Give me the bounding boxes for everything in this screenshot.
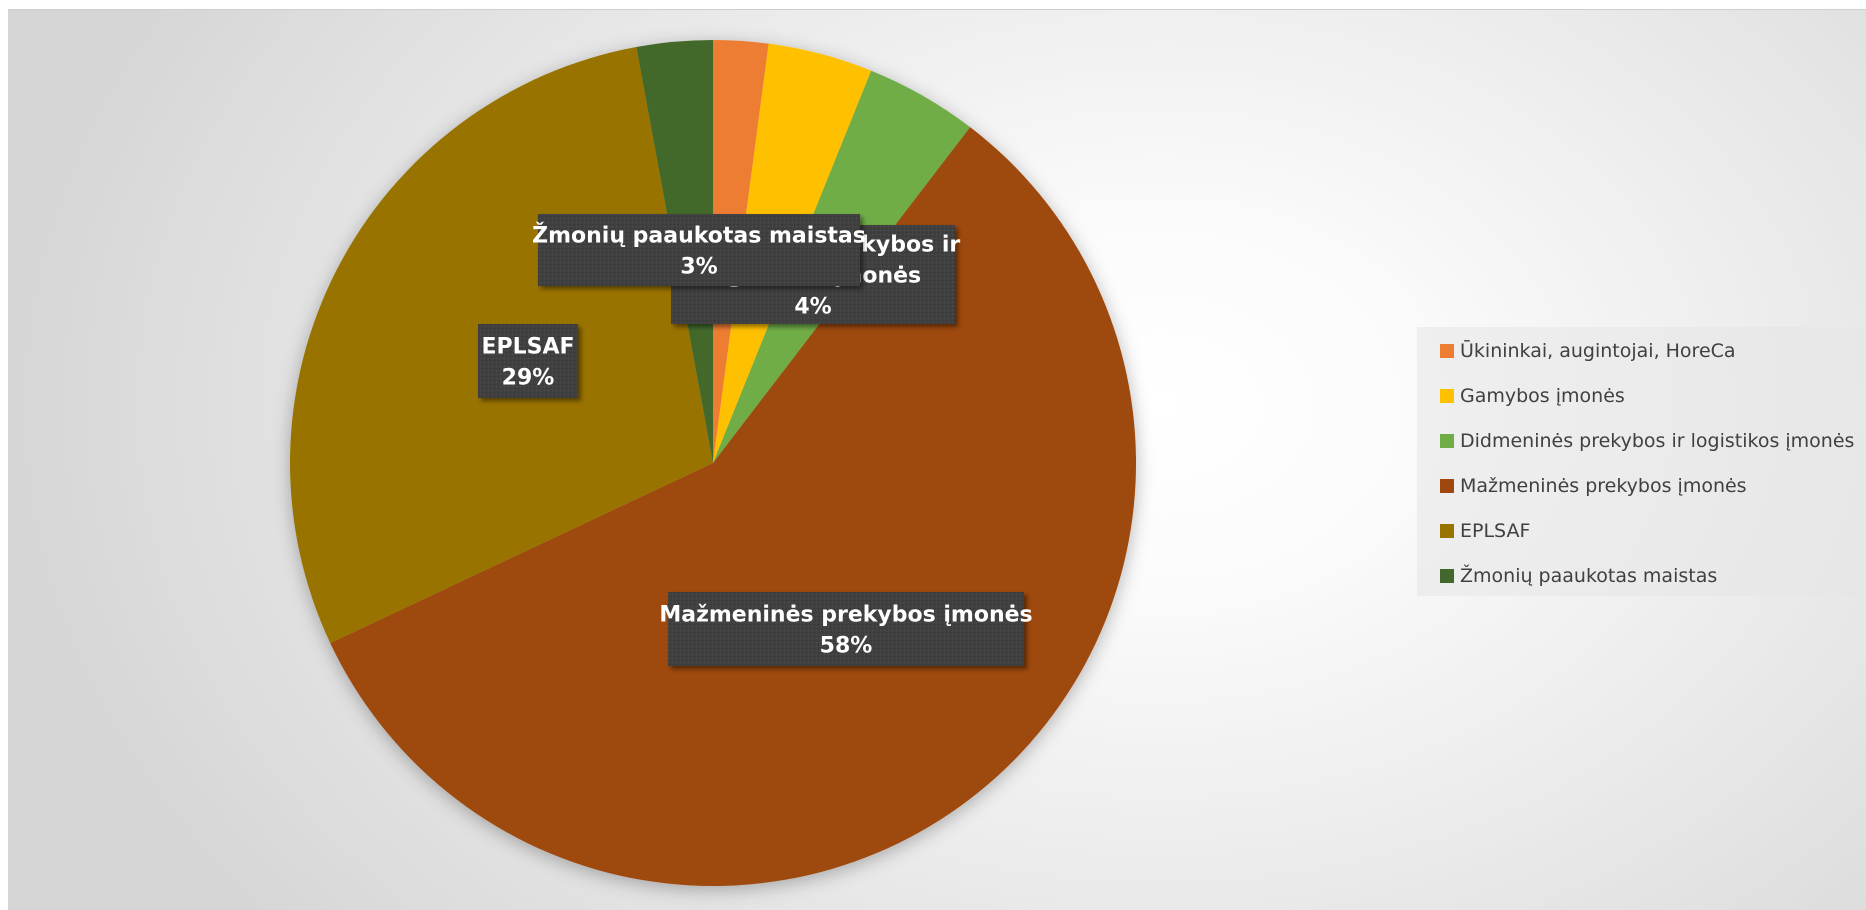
legend-swatch: [1440, 389, 1454, 403]
legend-label: Gamybos įmonės: [1460, 385, 1625, 407]
legend-swatch: [1440, 569, 1454, 583]
legend-label: Didmeninės prekybos ir logistikos įmonės: [1460, 430, 1855, 452]
data-label-percent: 58%: [820, 634, 873, 659]
legend-item-eplsaf: EPLSAF: [1440, 515, 1530, 547]
data-label-eplsaf: EPLSAF 29%: [478, 324, 578, 398]
legend-label: Mažmeninės prekybos įmonės: [1460, 475, 1747, 497]
data-label-name: Mažmeninės prekybos įmonės: [659, 603, 1032, 628]
legend-label: Ūkininkai, augintojai, HoreCa: [1460, 340, 1736, 362]
legend-swatch: [1440, 434, 1454, 448]
legend-label: Žmonių paaukotas maistas: [1460, 565, 1718, 587]
legend-item-ukininkai-augintojai-horeca: Ūkininkai, augintojai, HoreCa: [1440, 335, 1736, 367]
data-label-name: EPLSAF: [481, 335, 574, 360]
legend: Ūkininkai, augintojai, HoreCa Gamybos įmo…: [1417, 327, 1866, 596]
legend-swatch: [1440, 344, 1454, 358]
data-label-mazmenines-prekybos-imones: Mažmeninės prekybos įmonės 58%: [659, 592, 1033, 666]
data-label-box: [668, 592, 1024, 666]
legend-swatch: [1440, 524, 1454, 538]
data-label-box: [538, 214, 860, 286]
data-label-percent: 3%: [680, 255, 717, 280]
legend-item-zmoniu-paaukotas-maistas: Žmonių paaukotas maistas: [1440, 560, 1717, 592]
legend-item-gamybos-imones: Gamybos įmonės: [1440, 380, 1625, 412]
data-label-percent: 4%: [794, 295, 831, 320]
legend-swatch: [1440, 479, 1454, 493]
data-label-percent: 29%: [502, 366, 555, 391]
legend-label: EPLSAF: [1460, 520, 1531, 542]
legend-item-didmenines-prekybos-ir-logistikos-imones: Didmeninės prekybos ir logistikos įmonės: [1440, 425, 1854, 457]
data-label-name: Žmonių paaukotas maistas: [532, 223, 866, 249]
data-label-box: [478, 324, 578, 398]
data-label-zmoniu-paaukotas-maistas: Žmonių paaukotas maistas 3%: [532, 214, 866, 286]
legend-item-mazmenines-prekybos-imones: Mažmeninės prekybos įmonės: [1440, 470, 1747, 502]
